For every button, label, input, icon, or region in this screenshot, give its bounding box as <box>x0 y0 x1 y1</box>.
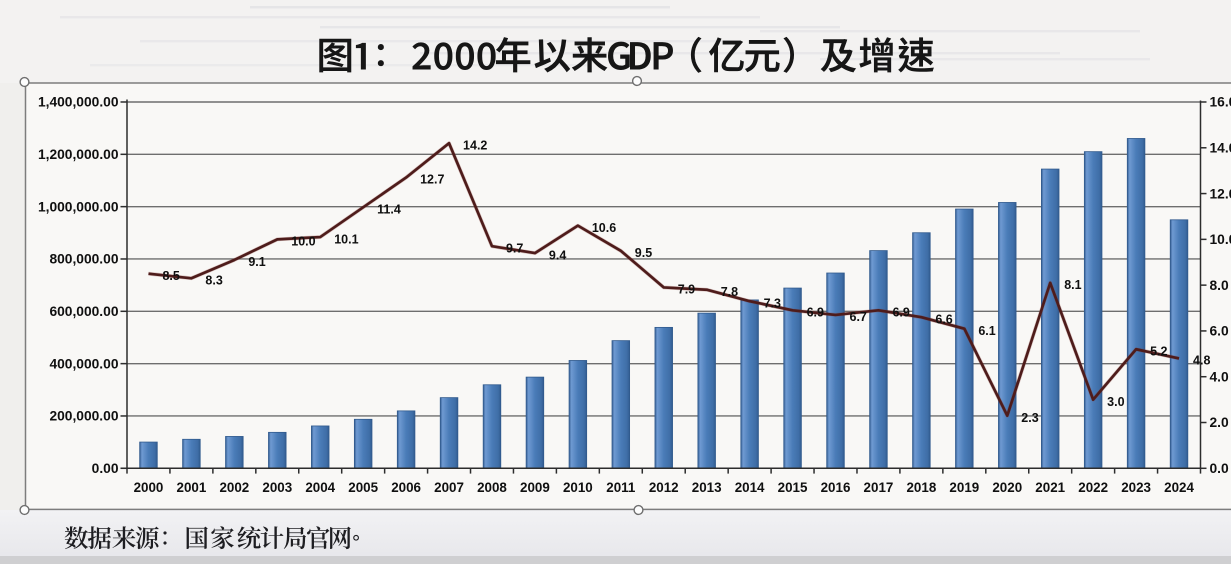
svg-text:10.0: 10.0 <box>1210 232 1231 247</box>
svg-text:12.7: 12.7 <box>420 173 444 187</box>
svg-text:9.5: 9.5 <box>635 246 652 260</box>
svg-text:2022: 2022 <box>1078 480 1108 495</box>
svg-text:2001: 2001 <box>177 480 207 495</box>
svg-text:2023: 2023 <box>1121 480 1151 495</box>
svg-text:14.0: 14.0 <box>1210 140 1231 155</box>
svg-text:9.1: 9.1 <box>248 255 265 269</box>
svg-text:2013: 2013 <box>692 480 722 495</box>
svg-text:8.3: 8.3 <box>205 273 222 287</box>
svg-text:2.0: 2.0 <box>1210 415 1230 430</box>
svg-text:400,000.00: 400,000.00 <box>49 356 118 371</box>
svg-text:200,000.00: 200,000.00 <box>49 409 118 424</box>
svg-text:2016: 2016 <box>821 480 851 495</box>
svg-text:4.8: 4.8 <box>1193 354 1210 368</box>
svg-text:2000: 2000 <box>134 480 164 495</box>
svg-text:2021: 2021 <box>1035 480 1065 495</box>
svg-text:10.1: 10.1 <box>334 232 358 246</box>
svg-text:7.8: 7.8 <box>721 285 738 299</box>
svg-text:8.1: 8.1 <box>1064 278 1081 292</box>
svg-text:2009: 2009 <box>520 480 550 495</box>
svg-text:600,000.00: 600,000.00 <box>49 304 118 319</box>
svg-text:6.6: 6.6 <box>935 312 952 326</box>
svg-text:9.4: 9.4 <box>549 248 566 262</box>
svg-text:2003: 2003 <box>262 480 292 495</box>
svg-text:5.2: 5.2 <box>1150 344 1167 358</box>
svg-text:16.0: 16.0 <box>1210 95 1231 110</box>
svg-text:2008: 2008 <box>477 480 507 495</box>
svg-text:0.0: 0.0 <box>1210 461 1230 476</box>
svg-text:8.0: 8.0 <box>1210 278 1230 293</box>
svg-text:10.0: 10.0 <box>291 235 315 249</box>
svg-text:2010: 2010 <box>563 480 593 495</box>
svg-text:1,400,000.00: 1,400,000.00 <box>38 95 119 110</box>
svg-text:7.9: 7.9 <box>678 283 695 297</box>
svg-text:2.3: 2.3 <box>1021 411 1038 425</box>
svg-text:1,200,000.00: 1,200,000.00 <box>38 147 119 162</box>
svg-text:3.0: 3.0 <box>1107 395 1124 409</box>
svg-text:2004: 2004 <box>305 480 335 495</box>
svg-text:2007: 2007 <box>434 480 464 495</box>
svg-text:12.0: 12.0 <box>1210 186 1231 201</box>
svg-text:8.5: 8.5 <box>162 269 179 283</box>
svg-text:4.0: 4.0 <box>1210 369 1230 384</box>
svg-text:2019: 2019 <box>949 480 979 495</box>
svg-text:2006: 2006 <box>391 480 421 495</box>
svg-text:2012: 2012 <box>649 480 679 495</box>
svg-text:6.9: 6.9 <box>807 306 824 320</box>
svg-text:11.4: 11.4 <box>377 203 401 217</box>
svg-text:6.7: 6.7 <box>850 310 867 324</box>
svg-text:6.9: 6.9 <box>892 306 909 320</box>
svg-text:2020: 2020 <box>992 480 1022 495</box>
svg-text:2005: 2005 <box>348 480 378 495</box>
svg-text:2017: 2017 <box>864 480 894 495</box>
svg-text:0.00: 0.00 <box>92 461 119 476</box>
svg-text:7.3: 7.3 <box>764 296 781 310</box>
svg-text:2011: 2011 <box>606 480 636 495</box>
svg-text:6.1: 6.1 <box>978 324 995 338</box>
svg-text:10.6: 10.6 <box>592 221 616 235</box>
svg-text:2018: 2018 <box>906 480 936 495</box>
svg-text:2024: 2024 <box>1164 480 1194 495</box>
svg-text:6.0: 6.0 <box>1210 324 1230 339</box>
svg-text:2002: 2002 <box>219 480 249 495</box>
svg-text:800,000.00: 800,000.00 <box>49 252 118 267</box>
svg-text:14.2: 14.2 <box>463 138 487 152</box>
svg-text:2014: 2014 <box>735 480 765 495</box>
svg-text:2015: 2015 <box>778 480 808 495</box>
svg-text:9.7: 9.7 <box>506 241 523 255</box>
svg-text:1,000,000.00: 1,000,000.00 <box>38 199 119 214</box>
